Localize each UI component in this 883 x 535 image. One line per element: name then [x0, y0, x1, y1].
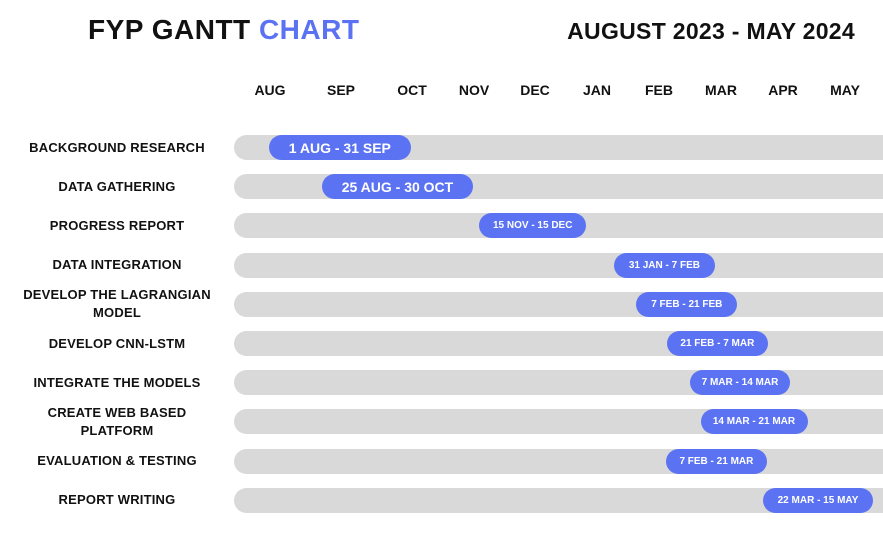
task-bar: 7 MAR - 14 MAR — [689, 370, 791, 396]
month-label-dec: DEC — [520, 82, 550, 98]
month-label-aug: AUG — [254, 82, 286, 98]
task-label: EVALUATION & TESTING — [37, 453, 197, 469]
task-label: PROGRESS REPORT — [49, 217, 185, 233]
task-bar: 7 FEB - 21 MAR — [666, 448, 767, 474]
task-label: DATA INTEGRATION — [52, 257, 182, 273]
task-track — [234, 291, 883, 317]
month-label-may: MAY — [830, 82, 860, 98]
title-accent: CHART — [258, 14, 360, 45]
month-label-sep: SEP — [326, 82, 355, 98]
title-main: FYP GANTT — [88, 14, 251, 45]
task-label: CREATE WEB BASED PLATFORM — [47, 404, 187, 438]
task-bar: 15 NOV - 15 DEC — [479, 213, 587, 239]
task-track — [234, 448, 883, 474]
task-bar: 14 MAR - 21 MAR — [700, 409, 808, 435]
chart-title: FYP GANTT CHART — [88, 14, 359, 46]
month-label-jan: JAN — [582, 82, 611, 98]
task-label: INTEGRATE THE MODELS — [33, 374, 201, 390]
task-bar: 1 AUG - 31 SEP — [268, 135, 411, 160]
task-bar: 31 JAN - 7 FEB — [614, 252, 715, 278]
task-track — [234, 331, 883, 356]
task-track — [234, 252, 883, 278]
month-label-mar: MAR — [705, 82, 737, 98]
task-label: BACKGROUND RESEARCH — [29, 139, 205, 155]
task-bar: 21 FEB - 7 MAR — [666, 331, 768, 356]
chart-subtitle: AUGUST 2023 - MAY 2024 — [567, 18, 855, 44]
task-bar: 7 FEB - 21 FEB — [636, 291, 738, 317]
task-bar: 25 AUG - 30 OCT — [321, 174, 473, 200]
task-label: REPORT WRITING — [58, 492, 176, 508]
task-bar: 22 MAR - 15 MAY — [763, 487, 873, 513]
month-label-nov: NOV — [458, 82, 490, 98]
month-label-feb: FEB — [645, 82, 673, 98]
month-label-oct: OCT — [397, 82, 427, 98]
task-label: DATA GATHERING — [58, 178, 176, 194]
task-label: DEVELOP CNN-LSTM — [48, 335, 186, 351]
month-label-apr: APR — [768, 82, 798, 98]
task-label: DEVELOP THE LAGRANGIAN MODEL — [23, 287, 211, 321]
